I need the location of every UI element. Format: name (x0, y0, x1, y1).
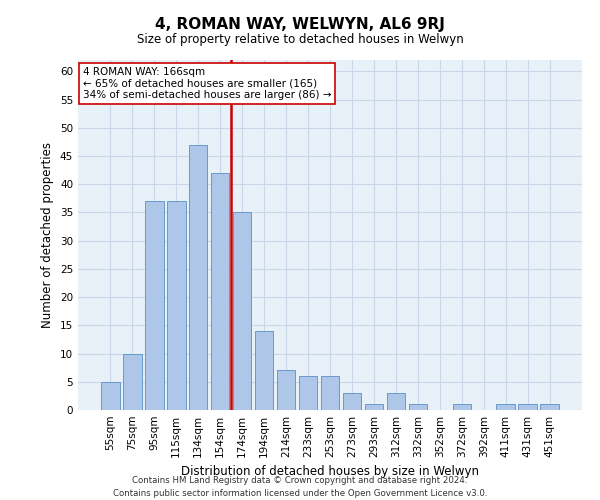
Bar (145, 201, 164, 410)
Y-axis label: Number of detached properties: Number of detached properties (41, 142, 55, 328)
X-axis label: Distribution of detached houses by size in Welwyn: Distribution of detached houses by size … (181, 466, 479, 478)
Bar (386, 393, 405, 410)
Bar (343, 393, 361, 410)
Text: 4, ROMAN WAY, WELWYN, AL6 9RJ: 4, ROMAN WAY, WELWYN, AL6 9RJ (155, 18, 445, 32)
Bar (518, 404, 537, 410)
Bar (409, 404, 427, 410)
Text: Contains HM Land Registry data © Crown copyright and database right 2024.
Contai: Contains HM Land Registry data © Crown c… (113, 476, 487, 498)
Bar (167, 201, 185, 410)
Bar (211, 173, 229, 410)
Bar (123, 354, 142, 410)
Bar (299, 376, 317, 410)
Bar (277, 370, 295, 410)
Text: 4 ROMAN WAY: 166sqm
← 65% of detached houses are smaller (165)
34% of semi-detac: 4 ROMAN WAY: 166sqm ← 65% of detached ho… (83, 67, 332, 100)
Bar (101, 382, 119, 410)
Text: Size of property relative to detached houses in Welwyn: Size of property relative to detached ho… (137, 32, 463, 46)
Bar (496, 404, 515, 410)
Bar (189, 144, 208, 410)
Bar (233, 212, 251, 410)
Bar (541, 404, 559, 410)
Bar (320, 376, 340, 410)
Bar (452, 404, 471, 410)
Bar (365, 404, 383, 410)
Bar (255, 331, 274, 410)
